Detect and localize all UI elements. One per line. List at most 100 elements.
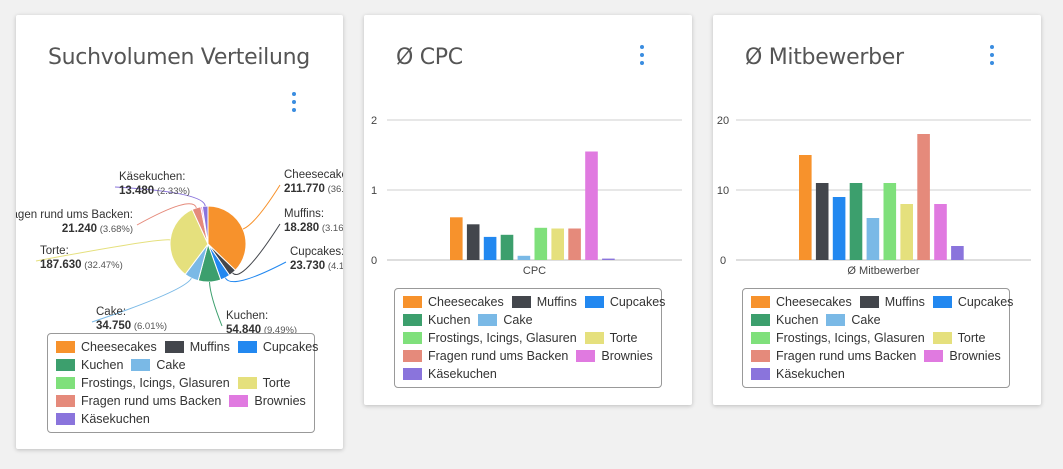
- legend-label: Cupcakes: [262, 340, 319, 354]
- pie-chart: Cheesecakes: 211.770 (36.65%) Muffins: 18.2…: [16, 169, 343, 336]
- legend-row: Kuchen Cake: [403, 311, 653, 329]
- legend-item-torte[interactable]: Torte: [932, 331, 985, 345]
- legend-row: Cheesecakes Muffins Cupcakes: [751, 293, 1013, 311]
- legend-item-kaesekuchen[interactable]: Käsekuchen: [751, 367, 845, 381]
- pie-label-value: 23.730 (4.11%): [290, 260, 343, 272]
- legend-item-kaesekuchen[interactable]: Käsekuchen: [403, 367, 497, 381]
- legend-item-kaesekuchen[interactable]: Käsekuchen: [56, 412, 150, 426]
- legend-item-frostings-icings-glasuren[interactable]: Frostings, Icings, Glasuren: [403, 331, 577, 345]
- legend-item-fragen-rund-ums-backen[interactable]: Fragen rund ums Backen: [403, 349, 568, 363]
- bar-cheesecakes[interactable]: [799, 155, 812, 260]
- y-tick-label: 0: [371, 255, 377, 267]
- legend-item-fragen-rund-ums-backen[interactable]: Fragen rund ums Backen: [56, 394, 221, 408]
- y-tick-label: 20: [717, 115, 729, 127]
- legend-item-cake[interactable]: Cake: [826, 313, 881, 327]
- legend-label: Muffins: [189, 340, 230, 354]
- bar-cake[interactable]: [866, 218, 880, 260]
- legend-item-torte[interactable]: Torte: [584, 331, 638, 345]
- legend-swatch: [164, 341, 184, 353]
- more-menu-icon[interactable]: [289, 92, 299, 112]
- legend-label: Frostings, Icings, Glasuren: [776, 331, 925, 345]
- bar-kaesekuchen[interactable]: [602, 258, 615, 260]
- bar-fragen-rund-ums-backen[interactable]: [568, 228, 581, 261]
- legend-label: Cheesecakes: [776, 295, 852, 309]
- legend-item-fragen-rund-ums-backen[interactable]: Fragen rund ums Backen: [751, 349, 916, 363]
- pie-label-name: Cheesecakes:: [284, 169, 343, 181]
- legend-item-muffins[interactable]: Muffins: [164, 340, 230, 354]
- legend-item-brownies[interactable]: Brownies: [576, 349, 653, 363]
- bar-cheesecakes[interactable]: [450, 217, 463, 260]
- bar-cupcakes[interactable]: [832, 197, 846, 260]
- legend-label: Frostings, Icings, Glasuren: [428, 331, 577, 345]
- bar-muffins[interactable]: [466, 224, 480, 260]
- legend-item-brownies[interactable]: Brownies: [229, 394, 306, 408]
- legend-row: Frostings, Icings, Glasuren Torte: [751, 329, 1001, 347]
- legend-row: Kuchen Cake: [56, 356, 306, 374]
- legend-swatch: [56, 341, 75, 353]
- legend-swatch: [859, 296, 879, 308]
- legend-item-frostings-icings-glasuren[interactable]: Frostings, Icings, Glasuren: [56, 376, 230, 390]
- legend-row: Käsekuchen: [56, 410, 306, 428]
- legend-item-kuchen[interactable]: Kuchen: [403, 313, 470, 327]
- pie-connector: [35, 239, 171, 262]
- legend-item-cheesecakes[interactable]: Cheesecakes: [403, 295, 504, 309]
- pie-slice-kaesekuchen[interactable]: [201, 205, 209, 245]
- bar-fragen-rund-ums-backen[interactable]: [917, 134, 930, 260]
- bar-torte[interactable]: [900, 204, 913, 260]
- legend-label: Brownies: [601, 349, 653, 363]
- legend: Cheesecakes Muffins Cupcakes Kuchen Cake Fros…: [47, 333, 318, 433]
- pie-connector: [114, 186, 206, 207]
- pie-slice-torte[interactable]: [169, 208, 209, 276]
- legend-item-brownies[interactable]: Brownies: [924, 349, 1001, 363]
- pie-label-value: 21.240 (3.68%): [62, 223, 133, 235]
- pie-label-value: 13.480 (2.33%): [119, 185, 190, 197]
- pie-slice-cheesecakes[interactable]: [207, 205, 247, 272]
- legend-swatch: [403, 350, 422, 362]
- legend-row: Käsekuchen: [751, 365, 1001, 383]
- legend-item-cupcakes[interactable]: Cupcakes: [584, 295, 665, 309]
- legend-row: Cheesecakes Muffins Cupcakes: [56, 338, 318, 356]
- legend-swatch: [403, 368, 422, 380]
- legend-label: Brownies: [949, 349, 1001, 363]
- bar-cupcakes[interactable]: [483, 236, 497, 260]
- legend-swatch: [751, 350, 770, 362]
- y-tick-label: 0: [720, 255, 726, 267]
- legend-item-kuchen[interactable]: Kuchen: [751, 313, 818, 327]
- legend-item-cupcakes[interactable]: Cupcakes: [237, 340, 319, 354]
- legend-label: Fragen rund ums Backen: [81, 394, 222, 408]
- legend-item-frostings-icings-glasuren[interactable]: Frostings, Icings, Glasuren: [751, 331, 925, 345]
- bar-kuchen[interactable]: [500, 234, 514, 260]
- bar-frostings-icings-glasuren[interactable]: [534, 227, 548, 260]
- legend-item-cheesecakes[interactable]: Cheesecakes: [751, 295, 852, 309]
- bar-frostings-icings-glasuren[interactable]: [883, 183, 897, 260]
- bar-kaesekuchen[interactable]: [951, 246, 964, 260]
- legend-label: Muffins: [536, 295, 577, 309]
- pie-label-name: Kuchen:: [226, 310, 268, 322]
- pie-label-name: Cupcakes:: [290, 246, 343, 258]
- legend-row: Frostings, Icings, Glasuren Torte: [56, 374, 306, 392]
- legend-label: Brownies: [254, 394, 306, 408]
- bar-brownies[interactable]: [934, 204, 947, 260]
- legend-item-torte[interactable]: Torte: [237, 376, 290, 390]
- legend-item-cheesecakes[interactable]: Cheesecakes: [56, 340, 157, 354]
- legend-item-cake[interactable]: Cake: [478, 313, 533, 327]
- legend-item-muffins[interactable]: Muffins: [511, 295, 577, 309]
- bar-brownies[interactable]: [585, 151, 598, 261]
- legend-label: Torte: [609, 331, 638, 345]
- bar-torte[interactable]: [551, 228, 564, 261]
- bar-kuchen[interactable]: [849, 183, 863, 260]
- legend-item-cake[interactable]: Cake: [131, 358, 186, 372]
- pie-label-name: Cake:: [96, 306, 126, 318]
- legend-row: Fragen rund ums Backen Brownies: [403, 347, 653, 365]
- legend-item-kuchen[interactable]: Kuchen: [56, 358, 123, 372]
- legend-label: Cheesecakes: [428, 295, 504, 309]
- legend-label: Cupcakes: [957, 295, 1014, 309]
- legend-item-cupcakes[interactable]: Cupcakes: [932, 295, 1014, 309]
- legend-swatch: [56, 377, 75, 389]
- legend-label: Käsekuchen: [776, 367, 845, 381]
- bar-cake[interactable]: [517, 255, 531, 260]
- more-menu-icon[interactable]: [987, 45, 997, 65]
- more-menu-icon[interactable]: [637, 45, 647, 65]
- bar-muffins[interactable]: [815, 183, 829, 260]
- legend-item-muffins[interactable]: Muffins: [859, 295, 925, 309]
